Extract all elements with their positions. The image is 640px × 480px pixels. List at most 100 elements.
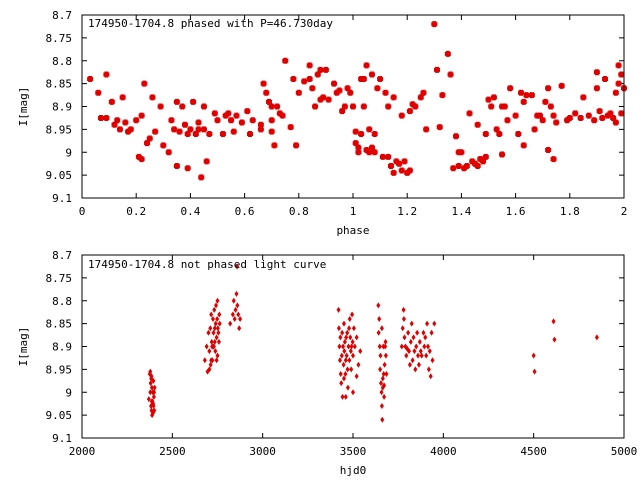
data-point: [450, 165, 457, 172]
data-point: [580, 94, 587, 101]
data-point: [401, 306, 406, 313]
y-tick-label: 8.7: [52, 9, 72, 22]
data-point: [230, 311, 235, 318]
y-tick-label: 9.05: [46, 169, 73, 182]
data-point: [496, 130, 503, 137]
data-point: [343, 393, 348, 400]
data-point: [149, 384, 154, 391]
data-point: [306, 62, 313, 69]
data-point: [293, 142, 300, 149]
data-point: [215, 325, 220, 332]
unphased-points: [146, 263, 599, 423]
y-tick-label: 9: [65, 386, 72, 399]
data-point: [336, 325, 341, 332]
data-point: [228, 320, 233, 327]
data-point: [615, 80, 622, 87]
data-point: [212, 306, 217, 313]
data-point: [539, 117, 546, 124]
data-point: [347, 357, 352, 364]
data-point: [416, 352, 421, 359]
data-point: [236, 311, 241, 318]
x-tick-label: 3000: [249, 445, 276, 458]
data-point: [351, 389, 355, 396]
data-point: [146, 135, 153, 142]
data-point: [206, 130, 213, 137]
data-point: [360, 103, 367, 110]
data-point: [341, 361, 346, 368]
phased-axes-ticks: 0 0.2 0.4 0.6 0.8 1 1.2 1.4 1.6 1.8 2 8.7 8.75 8.8 8.8…: [46, 9, 628, 218]
data-point: [325, 96, 332, 103]
data-point: [176, 128, 183, 135]
y-tick-label: 9: [65, 146, 72, 159]
data-point: [396, 160, 403, 167]
data-point: [536, 112, 543, 119]
data-point: [431, 21, 438, 28]
data-point: [390, 94, 397, 101]
data-point: [337, 357, 342, 364]
data-point: [401, 158, 408, 165]
data-point: [518, 89, 525, 96]
data-point: [354, 334, 359, 341]
data-point: [406, 329, 411, 336]
data-point: [138, 156, 145, 163]
data-point: [379, 402, 384, 409]
data-point: [116, 126, 123, 133]
data-point: [615, 62, 622, 69]
data-point: [184, 130, 191, 137]
data-point: [260, 80, 267, 87]
data-point: [368, 71, 375, 78]
data-point: [425, 343, 430, 350]
data-point: [507, 85, 514, 92]
data-point: [173, 162, 180, 169]
data-point: [342, 338, 347, 345]
data-point: [271, 142, 278, 149]
data-point: [341, 320, 346, 327]
unphased-x-axis-label: hjd0: [340, 464, 367, 477]
data-point: [320, 94, 327, 101]
data-point: [148, 368, 153, 375]
data-point: [418, 348, 423, 355]
data-point: [466, 110, 473, 117]
data-point: [383, 352, 388, 359]
data-point: [165, 149, 172, 156]
data-point: [599, 114, 606, 121]
data-point: [214, 302, 219, 309]
data-point: [390, 169, 397, 176]
data-point: [233, 306, 238, 313]
phased-plot-frame: [81, 14, 625, 199]
data-point: [268, 117, 275, 124]
data-point: [412, 348, 417, 355]
data-point: [572, 110, 579, 117]
unphased-y-axis-label: I[mag]: [17, 327, 30, 367]
data-point: [203, 158, 210, 165]
data-point: [340, 329, 345, 336]
data-point: [429, 329, 434, 336]
data-point: [336, 306, 341, 313]
y-tick-label: 9.05: [46, 409, 73, 422]
x-tick-label: 1.4: [451, 205, 471, 218]
data-point: [312, 103, 319, 110]
data-point: [482, 153, 489, 160]
data-point: [423, 126, 430, 133]
data-point: [339, 108, 346, 115]
data-point: [114, 117, 121, 124]
data-point: [200, 103, 207, 110]
data-point: [490, 94, 497, 101]
data-point: [378, 366, 383, 373]
data-point: [352, 140, 359, 147]
data-point: [341, 103, 348, 110]
data-point: [111, 121, 118, 128]
data-point: [444, 50, 451, 57]
data-point: [411, 334, 416, 341]
data-point: [344, 334, 349, 341]
data-point: [413, 366, 418, 373]
data-point: [558, 82, 565, 89]
data-point: [331, 80, 338, 87]
data-point: [200, 126, 207, 133]
data-point: [406, 108, 413, 115]
data-point: [383, 343, 388, 350]
data-point: [268, 103, 275, 110]
data-point: [151, 393, 156, 400]
data-point: [87, 76, 94, 83]
